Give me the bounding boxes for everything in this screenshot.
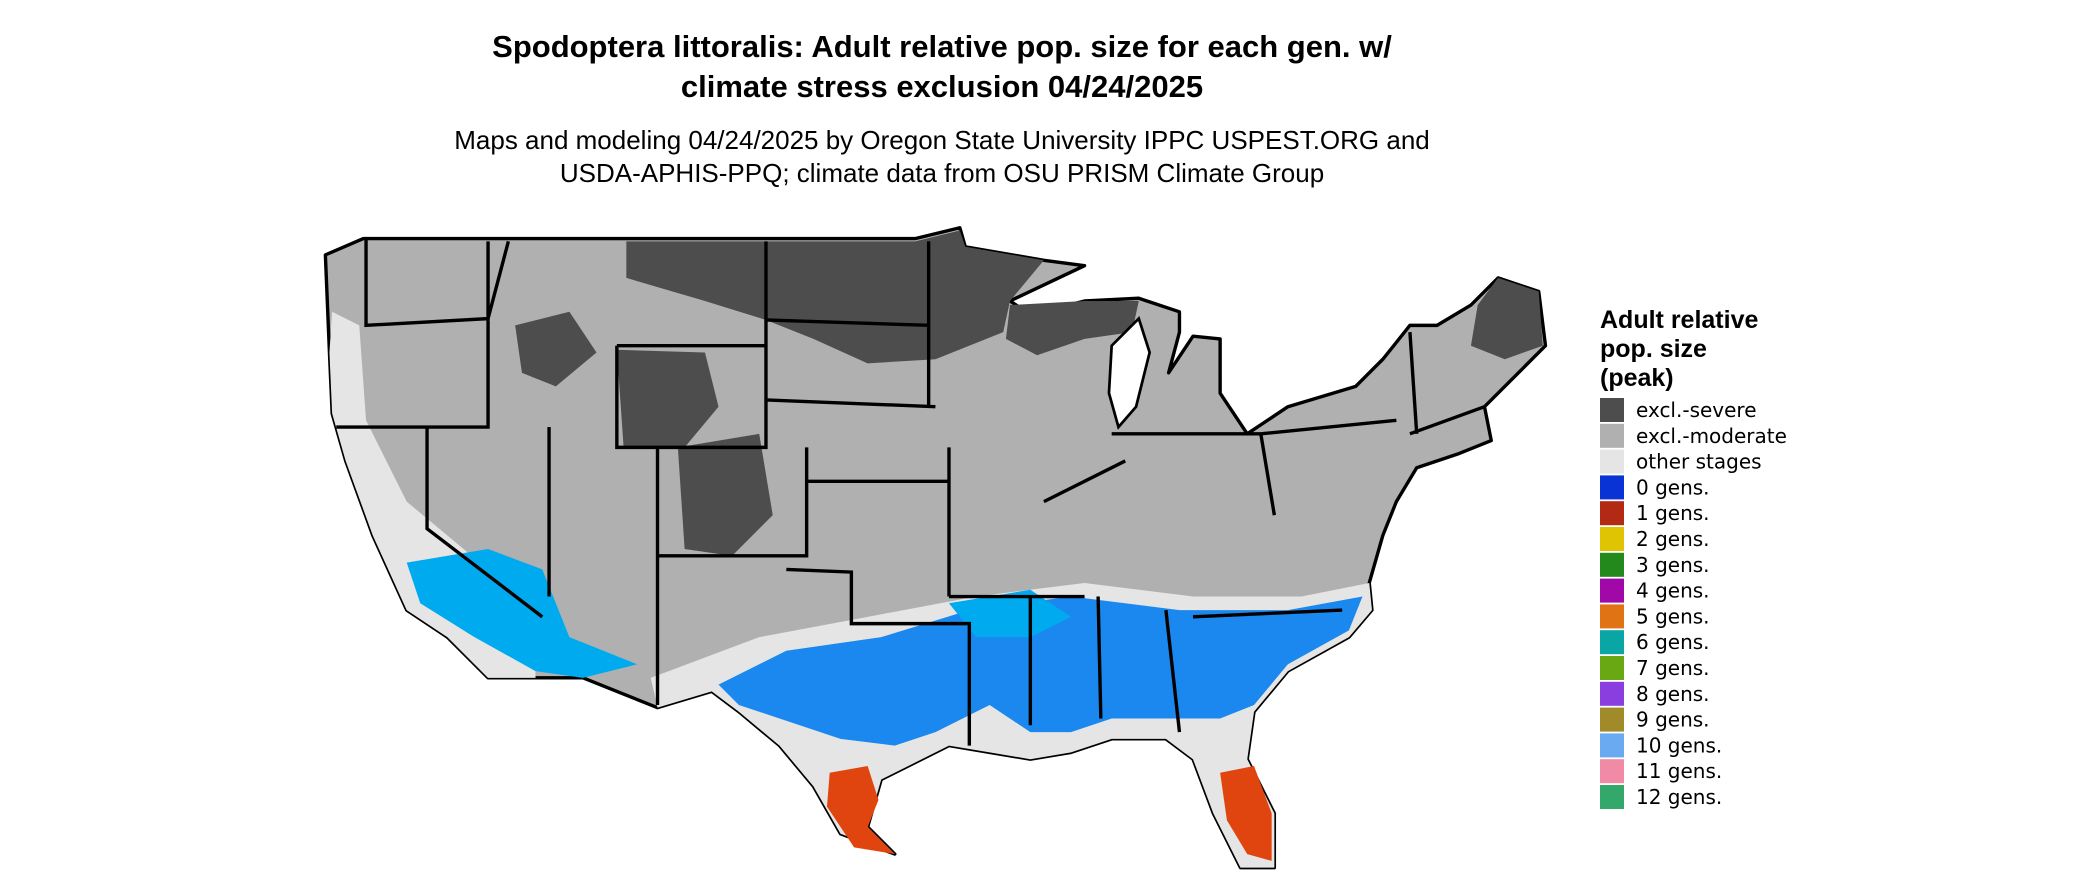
legend-title: pop. size xyxy=(1600,335,1707,363)
legend-label: excl.-moderate xyxy=(1636,424,1787,448)
titles: Spodoptera littoralis: Adult relative po… xyxy=(454,29,1430,188)
title: Spodoptera littoralis: Adult relative po… xyxy=(492,29,1392,64)
legend-label: 12 gens. xyxy=(1636,785,1722,809)
legend-label: 6 gens. xyxy=(1636,630,1710,654)
legend-label: 11 gens. xyxy=(1636,759,1722,783)
legend-swatch xyxy=(1600,733,1624,758)
legend-swatch xyxy=(1600,785,1624,809)
legend-swatch xyxy=(1600,656,1624,680)
legend-swatch xyxy=(1600,707,1624,732)
lake xyxy=(1107,316,1152,430)
model-zone xyxy=(1220,765,1272,861)
legend-swatch xyxy=(1600,423,1624,448)
legend-label: 0 gens. xyxy=(1636,475,1710,499)
legend-label: 4 gens. xyxy=(1636,579,1710,603)
severe-zone xyxy=(677,433,773,556)
legend-label: 2 gens. xyxy=(1636,527,1710,551)
legend-title: Adult relative xyxy=(1600,306,1758,334)
legend-swatch xyxy=(1600,604,1624,629)
severe-zone xyxy=(616,349,719,448)
severe-zone xyxy=(515,311,597,387)
legend-label: 10 gens. xyxy=(1636,733,1722,757)
legend-swatch xyxy=(1600,449,1624,474)
legend-label: 1 gens. xyxy=(1636,501,1710,525)
legend-label: 5 gens. xyxy=(1636,604,1710,628)
subtitle: Maps and modeling 04/24/2025 by Oregon S… xyxy=(454,125,1430,155)
legend-swatch xyxy=(1600,475,1624,500)
legend-swatch xyxy=(1600,527,1624,551)
legend-label: 9 gens. xyxy=(1636,708,1710,732)
legend-label: other stages xyxy=(1636,450,1762,474)
legend-label: 8 gens. xyxy=(1636,682,1710,706)
model-zone xyxy=(406,549,638,678)
legend-swatch xyxy=(1600,501,1624,526)
severe-zone xyxy=(1005,300,1139,356)
model-zone xyxy=(948,589,1072,638)
legend-swatch xyxy=(1600,630,1624,655)
legend-label: 7 gens. xyxy=(1636,656,1710,680)
legend-swatch xyxy=(1600,759,1624,784)
subtitle: USDA-APHIS-PPQ; climate data from OSU PR… xyxy=(560,158,1324,188)
severe-zone xyxy=(626,230,1044,364)
legend-swatch xyxy=(1600,552,1624,577)
model-zone xyxy=(718,596,1363,746)
title: climate stress exclusion 04/24/2025 xyxy=(681,69,1203,104)
map xyxy=(323,226,1548,870)
legend-swatch xyxy=(1600,578,1624,603)
legend-swatch xyxy=(1600,681,1624,706)
severe-zone xyxy=(1470,277,1543,360)
legend-label: excl.-severe xyxy=(1636,398,1757,422)
legend-swatch xyxy=(1600,398,1624,422)
legend-label: 3 gens. xyxy=(1636,553,1710,577)
legend-title: (peak) xyxy=(1600,364,1674,392)
state-borders xyxy=(336,238,1486,746)
